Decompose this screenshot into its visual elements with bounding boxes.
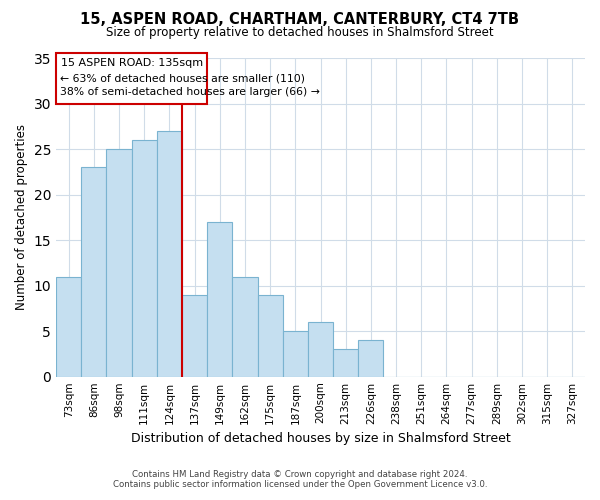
Bar xyxy=(333,350,358,376)
Text: 38% of semi-detached houses are larger (66) →: 38% of semi-detached houses are larger (… xyxy=(60,86,320,97)
Bar xyxy=(131,140,157,376)
Text: 15, ASPEN ROAD, CHARTHAM, CANTERBURY, CT4 7TB: 15, ASPEN ROAD, CHARTHAM, CANTERBURY, CT… xyxy=(80,12,520,28)
Bar xyxy=(358,340,383,376)
Bar xyxy=(56,276,81,376)
Bar xyxy=(308,322,333,376)
Text: Size of property relative to detached houses in Shalmsford Street: Size of property relative to detached ho… xyxy=(106,26,494,39)
Bar xyxy=(157,131,182,376)
FancyBboxPatch shape xyxy=(56,54,207,104)
X-axis label: Distribution of detached houses by size in Shalmsford Street: Distribution of detached houses by size … xyxy=(131,432,511,445)
Bar xyxy=(207,222,232,376)
Text: ← 63% of detached houses are smaller (110): ← 63% of detached houses are smaller (11… xyxy=(60,73,305,83)
Bar xyxy=(232,276,257,376)
Bar xyxy=(106,149,131,376)
Bar xyxy=(257,294,283,376)
Bar xyxy=(81,168,106,376)
Y-axis label: Number of detached properties: Number of detached properties xyxy=(15,124,28,310)
Text: 15 ASPEN ROAD: 135sqm: 15 ASPEN ROAD: 135sqm xyxy=(61,58,203,68)
Bar xyxy=(283,331,308,376)
Bar xyxy=(182,294,207,376)
Text: Contains HM Land Registry data © Crown copyright and database right 2024.
Contai: Contains HM Land Registry data © Crown c… xyxy=(113,470,487,489)
